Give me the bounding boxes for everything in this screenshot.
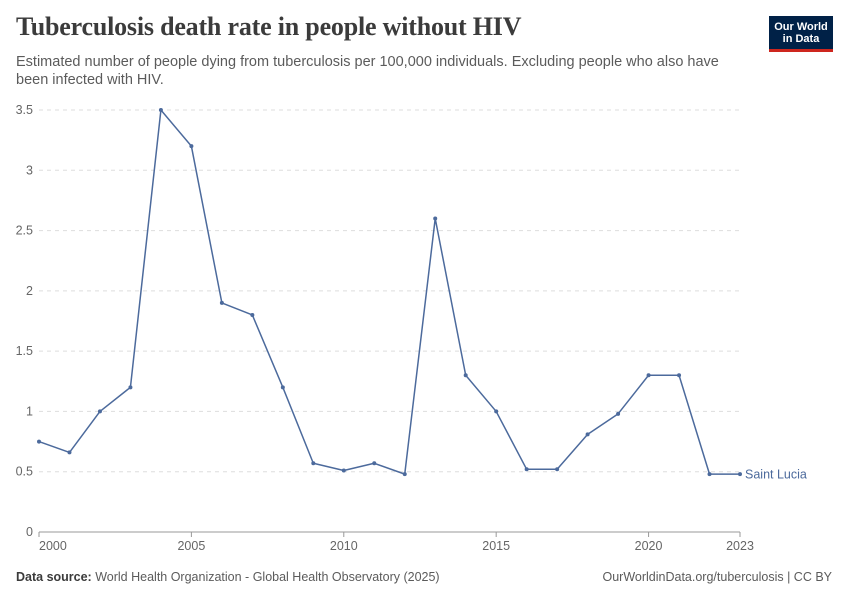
y-tick-label: 2.5 (16, 224, 33, 238)
axis-layer: 0 0.5 1 1.5 2 2.5 3 3.5 2000 2005 2010 2015 2020 2023 (16, 103, 754, 553)
data-point (402, 472, 407, 477)
data-point (524, 467, 529, 472)
logo-line-1: Our World (774, 21, 828, 33)
data-point (97, 409, 102, 414)
y-tick-label: 3 (26, 163, 33, 177)
data-point (219, 300, 224, 305)
data-source-text: World Health Organization - Global Healt… (95, 570, 440, 584)
data-point (433, 216, 438, 221)
x-tick-label: 2023 (726, 539, 754, 553)
series-line (38, 109, 740, 475)
x-tick-label: 2020 (635, 539, 663, 553)
y-tick-label: 1 (26, 404, 33, 418)
x-tick-label: 2015 (482, 539, 510, 553)
data-point (646, 373, 651, 378)
y-tick-label: 0 (26, 525, 33, 539)
data-point (280, 385, 285, 390)
x-tick-label: 2010 (330, 539, 358, 553)
data-point (37, 439, 41, 444)
series-layer: Saint Lucia (37, 108, 807, 482)
y-tick-label: 1.5 (16, 344, 33, 358)
data-point (158, 108, 163, 112)
data-point (67, 450, 72, 455)
series-label: Saint Lucia (745, 468, 807, 482)
data-point (555, 467, 560, 472)
data-point (494, 409, 499, 414)
x-tick-label: 2005 (177, 539, 205, 553)
data-point (677, 373, 682, 378)
data-source: Data source: World Health Organization -… (16, 570, 440, 584)
data-point (738, 472, 742, 477)
data-point (189, 144, 194, 149)
data-point (463, 373, 468, 378)
data-point (250, 312, 255, 317)
grid-layer (39, 109, 740, 473)
chart-subtitle: Estimated number of people dying from tu… (16, 54, 719, 88)
data-source-label: Data source: (16, 570, 92, 584)
y-tick-label: 3.5 (16, 103, 33, 117)
data-point (707, 472, 712, 477)
x-tick-label: 2000 (39, 539, 67, 553)
logo-accent-bar (769, 49, 833, 52)
data-point (616, 411, 621, 416)
data-point (128, 385, 133, 390)
credit-link[interactable]: OurWorldinData.org/tuberculosis | CC BY (602, 570, 833, 584)
chart-title: Tuberculosis death rate in people withou… (16, 12, 522, 41)
owid-logo[interactable]: Our World in Data (769, 16, 833, 52)
data-point (372, 461, 377, 466)
y-tick-label: 0.5 (16, 465, 33, 479)
data-point (585, 432, 590, 437)
data-point (311, 461, 316, 466)
logo-line-2: in Data (782, 33, 820, 45)
data-point (341, 468, 346, 473)
y-tick-label: 2 (26, 284, 33, 298)
